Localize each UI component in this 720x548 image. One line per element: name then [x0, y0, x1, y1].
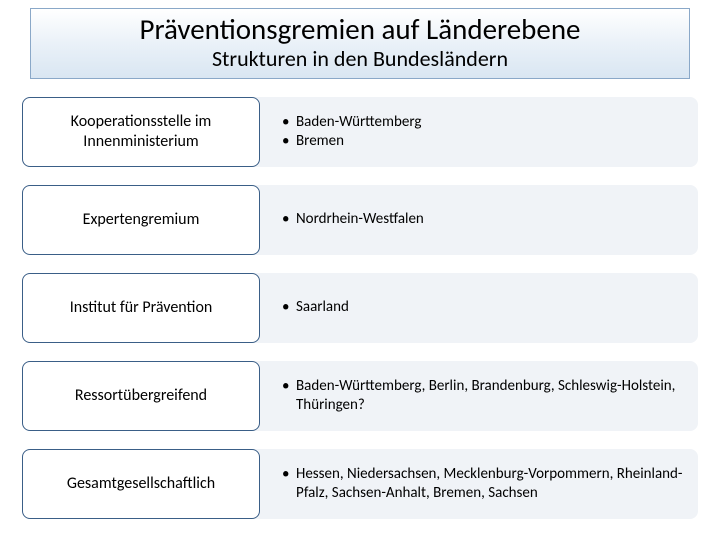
header-box: Präventionsgremien auf Länderebene Struk…	[30, 8, 690, 79]
row-label: Expertengremium	[22, 185, 260, 255]
list-item: Nordrhein-Westfalen	[282, 210, 424, 229]
list-item: Baden-Württemberg	[282, 113, 421, 132]
row-label: Gesamtgesellschaftlich	[22, 449, 260, 519]
row-2: Institut für Prävention Saarland	[22, 273, 698, 343]
item-list: Baden-Württemberg Bremen	[282, 113, 421, 151]
page-title: Präventionsgremien auf Länderebene	[39, 13, 681, 46]
row-0: Kooperationsstelle im Innenministerium B…	[22, 97, 698, 167]
row-1: Expertengremium Nordrhein-Westfalen	[22, 185, 698, 255]
row-4: Gesamtgesellschaftlich Hessen, Niedersac…	[22, 449, 698, 519]
item-list: Nordrhein-Westfalen	[282, 210, 424, 229]
item-list: Baden-Württemberg, Berlin, Brandenburg, …	[282, 377, 684, 415]
row-3: Ressortübergreifend Baden-Württemberg, B…	[22, 361, 698, 431]
list-item: Hessen, Niedersachsen, Mecklenburg-Vorpo…	[282, 465, 684, 503]
row-label: Kooperationsstelle im Innenministerium	[22, 97, 260, 167]
page-subtitle: Strukturen in den Bundesländern	[39, 46, 681, 71]
row-content: Saarland	[254, 273, 698, 343]
rows-container: Kooperationsstelle im Innenministerium B…	[22, 97, 698, 519]
row-content: Hessen, Niedersachsen, Mecklenburg-Vorpo…	[254, 449, 698, 519]
row-label: Institut für Prävention	[22, 273, 260, 343]
row-label: Ressortübergreifend	[22, 361, 260, 431]
row-content: Baden-Württemberg Bremen	[254, 97, 698, 167]
row-content: Baden-Württemberg, Berlin, Brandenburg, …	[254, 361, 698, 431]
row-content: Nordrhein-Westfalen	[254, 185, 698, 255]
item-list: Hessen, Niedersachsen, Mecklenburg-Vorpo…	[282, 465, 684, 503]
list-item: Baden-Württemberg, Berlin, Brandenburg, …	[282, 377, 684, 415]
item-list: Saarland	[282, 298, 349, 317]
list-item: Bremen	[282, 132, 421, 151]
list-item: Saarland	[282, 298, 349, 317]
